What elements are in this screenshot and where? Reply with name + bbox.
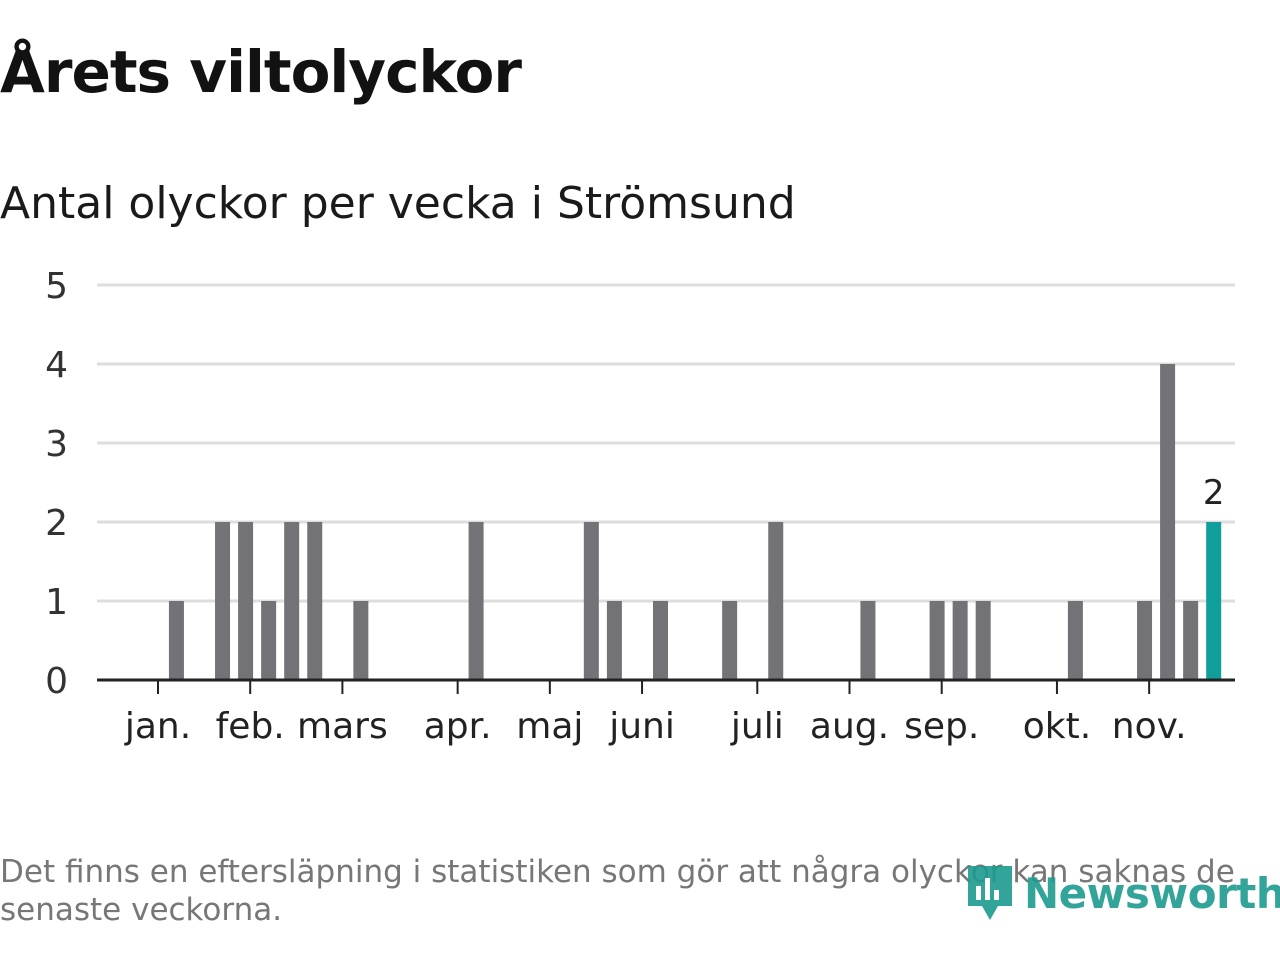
- bar: [975, 601, 991, 680]
- bar: [238, 522, 254, 680]
- chart-title: Årets viltolyckor: [0, 38, 522, 106]
- x-tick-label: juni: [608, 706, 675, 747]
- gridlines: [97, 283, 1235, 603]
- y-axis-ticks: 0 1 2 3 4 5: [45, 266, 68, 702]
- x-tick-label: apr.: [424, 706, 492, 747]
- bar: [952, 601, 968, 680]
- bar: [606, 601, 622, 680]
- bar: [652, 601, 668, 680]
- bar: [722, 601, 738, 680]
- y-tick-label: 2: [45, 503, 68, 544]
- x-tick-label: feb.: [216, 706, 285, 747]
- bar: [1137, 601, 1153, 680]
- y-tick-label: 4: [45, 345, 68, 386]
- x-tick-label: sep.: [904, 706, 979, 747]
- bar: [284, 522, 300, 680]
- y-tick-label: 0: [45, 661, 68, 702]
- bar: [768, 522, 784, 680]
- data-labels: 2: [1203, 473, 1225, 513]
- bar: [168, 601, 184, 680]
- bar: [468, 522, 484, 680]
- bar: [353, 601, 369, 680]
- x-axis: jan. feb. mars apr. maj juni juli aug. sep. okt. n…: [97, 678, 1235, 747]
- footnote: Det finns en eftersläpning i statistiken…: [0, 854, 1235, 928]
- bar-highlight: [1206, 522, 1222, 680]
- chart-subtitle: Antal olyckor per vecka i Strömsund: [0, 178, 796, 229]
- x-tick-label: mars: [297, 706, 388, 747]
- bar: [1067, 601, 1083, 680]
- bar: [307, 522, 323, 680]
- logo-text: Newsworthy: [1024, 868, 1280, 918]
- newsworthy-logo[interactable]: Newsworthy: [964, 862, 1280, 924]
- bar: [929, 601, 945, 680]
- x-tick-label: jan.: [124, 706, 191, 747]
- bar: [583, 522, 599, 680]
- x-tick-label: maj: [516, 706, 583, 747]
- x-tick-label: aug.: [810, 706, 889, 747]
- x-tick-label: okt.: [1023, 706, 1091, 747]
- chart-logo-icon: [968, 866, 1012, 920]
- y-tick-label: 1: [45, 582, 68, 623]
- bar: [215, 522, 231, 680]
- bar: [860, 601, 876, 680]
- data-label: 2: [1203, 473, 1225, 513]
- bar: [1160, 364, 1176, 680]
- x-tick-label: nov.: [1112, 706, 1187, 747]
- bars: [168, 364, 1222, 680]
- bar: [1183, 601, 1199, 680]
- x-tick-label: juli: [730, 706, 784, 747]
- y-tick-label: 5: [45, 266, 68, 307]
- y-tick-label: 3: [45, 424, 68, 465]
- bar-chart: 0 1 2 3 4 5 jan. feb. mars apr. maj juni juli aug. se…: [45, 266, 1235, 747]
- bar: [261, 601, 277, 680]
